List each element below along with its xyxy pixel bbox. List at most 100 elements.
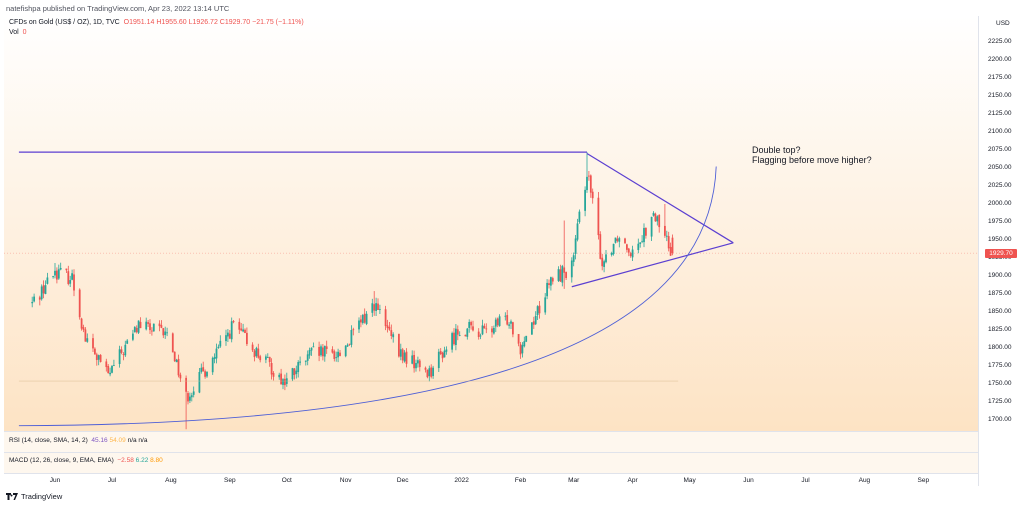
candle-body bbox=[105, 361, 108, 368]
time-tick-label: Nov bbox=[340, 477, 352, 484]
parabolic-curve[interactable] bbox=[18, 166, 717, 427]
candle-body bbox=[259, 356, 262, 361]
pane-background bbox=[4, 16, 978, 431]
candle-body bbox=[458, 335, 461, 337]
rsi-legend[interactable]: RSI (14, close, SMA, 14, 2) 45.16 54.09 … bbox=[9, 437, 147, 444]
candle-body bbox=[643, 227, 645, 243]
price-axis[interactable]: 1700.00 1725.00 1750.00 1775.00 1800.00 1825.… bbox=[988, 38, 1012, 423]
candle-body bbox=[641, 240, 643, 242]
candle-body bbox=[443, 350, 446, 358]
candle-body bbox=[80, 318, 83, 329]
candle-body bbox=[624, 238, 626, 244]
candle-body bbox=[455, 328, 457, 346]
price-tick-label: 1900.00 bbox=[988, 272, 1012, 279]
volume-legend[interactable]: Vol 0 bbox=[9, 29, 27, 36]
candle-body bbox=[627, 248, 630, 253]
candle-body bbox=[453, 332, 455, 345]
candle-body bbox=[576, 223, 579, 240]
candle-body bbox=[390, 330, 393, 337]
chart-annotation[interactable]: Double top? Flagging before move higher? bbox=[752, 145, 872, 165]
candle-body bbox=[308, 349, 311, 356]
candle-body bbox=[244, 329, 246, 334]
candle-body bbox=[548, 283, 550, 286]
rsi-label: RSI (14, close, SMA, 14, 2) bbox=[9, 437, 88, 444]
candle-body bbox=[477, 331, 480, 337]
candle-body bbox=[122, 354, 125, 355]
candle-body bbox=[373, 304, 376, 311]
tradingview-logo[interactable]: TradingView bbox=[6, 492, 62, 501]
macd-pane bbox=[4, 453, 978, 473]
candle-body bbox=[232, 321, 235, 323]
candle-body bbox=[333, 351, 336, 359]
time-tick-label: Feb bbox=[515, 477, 527, 484]
candle-body bbox=[426, 369, 429, 378]
rsi-ma-value: 54.09 bbox=[109, 437, 126, 444]
candle-body bbox=[626, 244, 628, 250]
candle-body bbox=[238, 321, 241, 330]
candle-body bbox=[325, 346, 328, 349]
candle-body bbox=[265, 356, 267, 360]
candle-body bbox=[213, 357, 216, 360]
candle-body bbox=[589, 175, 592, 193]
candle-body bbox=[523, 341, 526, 347]
candle-body bbox=[240, 328, 243, 331]
candle-body bbox=[603, 261, 605, 267]
candle-body bbox=[299, 361, 301, 363]
candle-body bbox=[133, 327, 136, 333]
time-tick-label: Oct bbox=[282, 477, 292, 484]
candle-body bbox=[78, 289, 81, 318]
candle-body bbox=[472, 326, 474, 331]
time-tick-label: 2022 bbox=[454, 477, 469, 484]
candle-body bbox=[618, 238, 621, 242]
time-axis[interactable]: Jun Jul Aug Sep Oct Nov Dec 2022 Feb Mar Apr May Jun… bbox=[50, 477, 930, 484]
candle-body bbox=[360, 319, 362, 323]
macd-legend[interactable]: MACD (12, 26, close, 9, EMA, EMA) −2.58 … bbox=[9, 457, 163, 464]
candle-body bbox=[86, 338, 89, 342]
drawings[interactable] bbox=[18, 151, 734, 427]
candle-body bbox=[531, 322, 533, 335]
candle-body bbox=[430, 367, 433, 377]
candle-body bbox=[171, 333, 174, 353]
time-tick-label: Jul bbox=[801, 477, 810, 484]
triangle-trendline[interactable] bbox=[571, 242, 734, 288]
candle-body bbox=[399, 349, 402, 357]
triangle-trendline[interactable] bbox=[586, 153, 734, 244]
candle-body bbox=[650, 216, 653, 237]
candle-body bbox=[230, 321, 233, 340]
candle-body bbox=[162, 328, 165, 336]
candle-body bbox=[99, 354, 102, 362]
last-price-tag: 1929.70 bbox=[985, 248, 1017, 258]
candle-body bbox=[242, 329, 244, 332]
candle-body bbox=[375, 303, 377, 311]
candle-body bbox=[536, 306, 539, 316]
price-tick-label: 2000.00 bbox=[988, 200, 1012, 207]
price-tick-label: 2225.00 bbox=[988, 38, 1012, 45]
volume-value: 0 bbox=[22, 29, 27, 36]
candle-body bbox=[428, 368, 431, 377]
candle-body bbox=[392, 334, 395, 338]
candle-body bbox=[126, 340, 129, 344]
high-value: H1955.60 bbox=[156, 19, 187, 26]
candle-body bbox=[361, 314, 364, 324]
candle-body bbox=[551, 278, 554, 282]
candle-body bbox=[217, 346, 220, 349]
candle-body bbox=[504, 315, 507, 317]
candle-body bbox=[44, 285, 47, 294]
symbol-legend[interactable]: CFDs on Gold (US$ / OZ), 1D, TVC O1951.1… bbox=[9, 19, 304, 26]
candle-body bbox=[297, 362, 300, 373]
time-tick-label: Sep bbox=[918, 477, 930, 484]
symbol-name[interactable]: CFDs on Gold (US$ / OZ), 1D, TVC bbox=[9, 19, 120, 26]
candle-body bbox=[69, 280, 72, 284]
candle-body bbox=[40, 286, 43, 300]
candle-body bbox=[559, 269, 562, 282]
close-value: C1929.70 bbox=[219, 19, 251, 26]
candle-body bbox=[637, 243, 640, 251]
currency-label[interactable]: USD bbox=[996, 20, 1010, 27]
macd-label: MACD (12, 26, close, 9, EMA, EMA) bbox=[9, 457, 114, 464]
candle-body bbox=[323, 345, 326, 357]
candle-body bbox=[132, 333, 134, 340]
candle-body bbox=[656, 216, 659, 222]
candle-body bbox=[151, 330, 153, 332]
candle-body bbox=[494, 319, 497, 327]
